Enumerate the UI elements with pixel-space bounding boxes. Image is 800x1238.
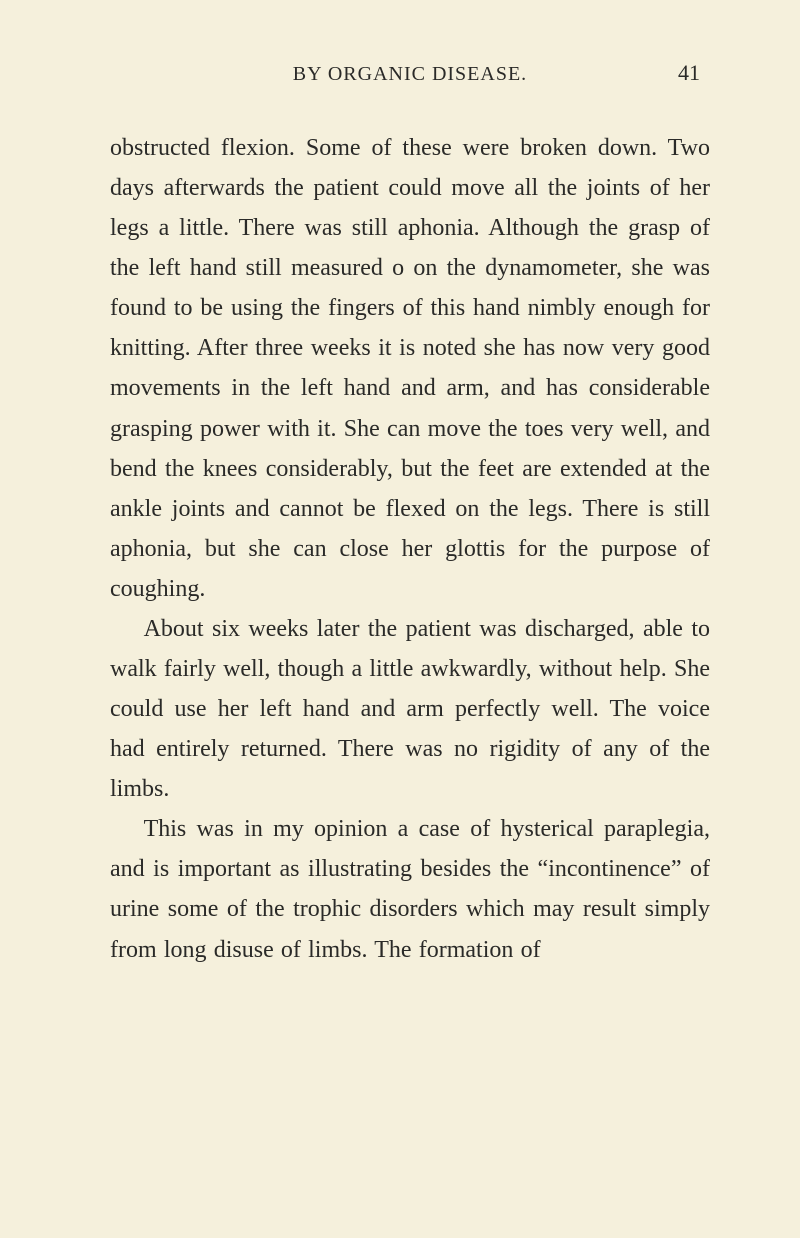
paragraph-2: About six weeks later the patient was di… — [110, 609, 710, 809]
paragraph-1: obstructed flexion. Some of these were b… — [110, 128, 710, 609]
page-number: 41 — [660, 60, 700, 86]
page-header: BY ORGANIC DISEASE. 41 — [110, 60, 710, 86]
running-title: BY ORGANIC DISEASE. — [160, 63, 660, 86]
paragraph-3: This was in my opinion a case of hysteri… — [110, 809, 710, 969]
page-body: obstructed flexion. Some of these were b… — [110, 128, 710, 970]
